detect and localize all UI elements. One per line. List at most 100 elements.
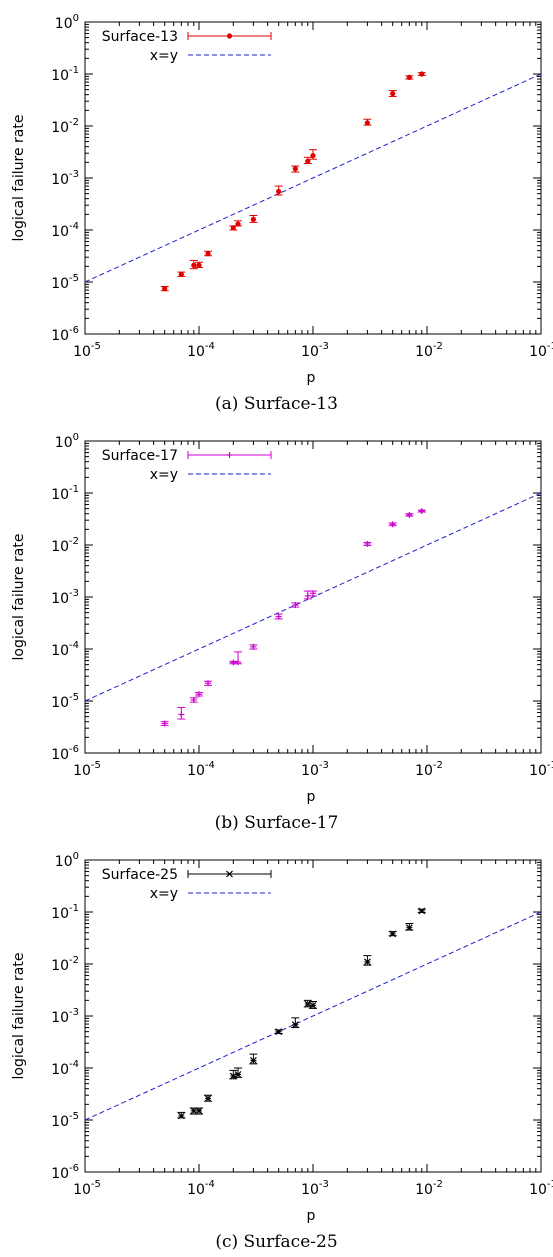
y-tick-label: 10-5	[51, 1111, 79, 1130]
data-point	[249, 643, 258, 650]
reference-line-x-eq-y	[84, 911, 542, 1121]
y-tick-label: 10-1	[51, 903, 79, 922]
data-point	[249, 215, 258, 223]
data-point	[195, 691, 203, 698]
data-point	[303, 999, 312, 1008]
x-tick-label: 10-1	[529, 341, 553, 360]
y-axis-label: logical failure rate	[11, 953, 27, 1080]
data-marker	[178, 271, 184, 278]
data-point	[195, 1107, 203, 1115]
data-marker	[205, 251, 211, 257]
x-tick-label: 10-5	[73, 760, 101, 779]
data-point	[274, 613, 283, 620]
data-point	[405, 74, 414, 81]
legend-label: Surface-13	[102, 29, 178, 45]
data-point	[195, 261, 203, 269]
y-tick-label: 100	[55, 13, 79, 32]
data-marker	[226, 33, 233, 39]
data-point	[417, 71, 426, 77]
y-tick-label: 10-3	[51, 1007, 79, 1026]
x-tick-label: 10-4	[187, 760, 215, 779]
data-point	[204, 680, 213, 687]
data-point	[388, 521, 397, 528]
data-marker	[406, 74, 412, 81]
x-axis-label: p	[307, 789, 316, 805]
data-point	[291, 165, 300, 173]
data-point	[274, 185, 283, 196]
y-tick-label: 10-5	[51, 273, 79, 292]
data-point	[417, 907, 426, 915]
chart-panel-surface-17: 10-510-410-310-210-110-610-510-410-310-2…	[0, 419, 553, 838]
data-marker	[196, 262, 202, 268]
data-point	[204, 250, 213, 257]
data-point	[234, 651, 243, 666]
x-tick-label: 10-1	[529, 1179, 553, 1198]
y-tick-label: 10-6	[51, 1163, 79, 1182]
y-tick-label: 10-4	[51, 640, 79, 659]
data-point	[177, 1111, 186, 1120]
y-tick-label: 10-6	[51, 325, 79, 344]
data-point	[249, 1053, 258, 1065]
data-point	[405, 511, 414, 518]
legend-label: x=y	[150, 467, 178, 483]
data-marker	[390, 90, 396, 97]
data-marker	[292, 166, 298, 172]
data-point	[291, 1017, 300, 1029]
x-tick-label: 10-5	[73, 341, 101, 360]
data-point	[303, 156, 312, 165]
data-point	[388, 930, 397, 938]
y-axis-label: logical failure rate	[11, 115, 27, 242]
y-tick-label: 10-1	[51, 484, 79, 503]
y-tick-label: 100	[55, 851, 79, 870]
data-point	[291, 602, 300, 609]
data-point	[274, 1028, 283, 1036]
y-tick-label: 10-6	[51, 744, 79, 763]
data-marker	[419, 71, 425, 77]
data-marker	[364, 120, 370, 126]
legend-label: Surface-17	[102, 448, 178, 464]
x-tick-label: 10-5	[73, 1179, 101, 1198]
x-tick-label: 10-3	[301, 1179, 329, 1198]
data-marker	[191, 262, 197, 268]
legend: Surface-25 x=y	[102, 867, 272, 902]
y-tick-label: 10-2	[51, 117, 79, 136]
data-marker	[230, 225, 236, 231]
data-point	[309, 1001, 317, 1009]
data-point	[160, 285, 169, 292]
data-marker	[235, 221, 241, 227]
data-point	[189, 696, 198, 703]
data-marker	[310, 152, 316, 159]
caption: (c) Surface-25	[215, 1232, 338, 1252]
x-tick-label: 10-1	[529, 760, 553, 779]
y-axis-label: logical failure rate	[11, 534, 27, 661]
data-point	[303, 590, 312, 600]
reference-line-x-eq-y	[84, 492, 542, 702]
data-point	[309, 149, 317, 160]
x-axis-label: p	[307, 1208, 316, 1224]
data-marker	[250, 216, 256, 222]
x-tick-label: 10-3	[301, 760, 329, 779]
data-point	[234, 1067, 243, 1078]
caption: (b) Surface-17	[214, 813, 339, 833]
data-point	[234, 220, 243, 227]
y-tick-label: 10-5	[51, 692, 79, 711]
y-tick-label: 10-4	[51, 221, 79, 240]
y-tick-label: 10-3	[51, 169, 79, 188]
data-point	[363, 118, 372, 126]
x-tick-label: 10-3	[301, 341, 329, 360]
x-axis-label: p	[307, 370, 316, 386]
chart-panel-surface-13: 10-510-410-310-210-110-610-510-410-310-2…	[0, 0, 553, 419]
data-point	[363, 540, 372, 547]
y-tick-label: 10-3	[51, 588, 79, 607]
caption: (a) Surface-13	[215, 394, 338, 414]
y-tick-label: 10-2	[51, 536, 79, 555]
chart-surface-25: 10-510-410-310-210-110-610-510-410-310-2…	[11, 851, 553, 1224]
y-tick-label: 10-1	[51, 65, 79, 84]
x-tick-label: 10-4	[187, 341, 215, 360]
data-point	[417, 508, 426, 515]
data-point	[177, 706, 186, 720]
data-point	[388, 90, 397, 97]
legend-label: x=y	[150, 886, 178, 902]
legend-label: x=y	[150, 48, 178, 64]
reference-line-x-eq-y	[84, 73, 542, 283]
